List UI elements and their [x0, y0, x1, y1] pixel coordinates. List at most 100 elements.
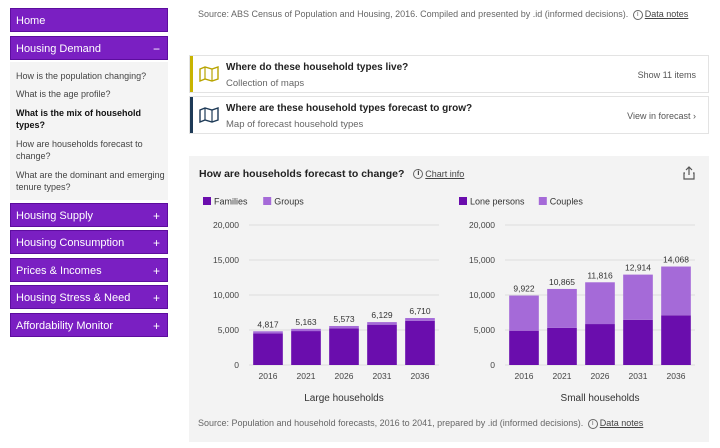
data-label: 12,914 — [625, 263, 651, 273]
nav-housing-stress[interactable]: Housing Stress & Need + — [10, 285, 168, 309]
bar-segment-groups[interactable] — [329, 325, 359, 329]
source-text: Source: Population and household forecas… — [198, 418, 584, 428]
housing-demand-subnav: How is the population changing? What is … — [10, 62, 168, 200]
show-items-link[interactable]: Show 11 items — [637, 70, 696, 80]
x-axis-label: Small households — [561, 393, 640, 404]
y-tick-label: 0 — [234, 360, 239, 370]
y-tick-label: 15,000 — [469, 255, 495, 265]
legend-label[interactable]: Lone persons — [470, 197, 525, 207]
bar-segment-groups[interactable] — [405, 318, 435, 321]
bar-segment-lone-persons[interactable] — [623, 319, 653, 365]
large-households-chart: Families Groups 0 5,000 10,000 15,000 20,000 4,… — [197, 189, 445, 407]
x-tick-label: 2026 — [591, 371, 610, 381]
bar-segment-couples[interactable] — [547, 288, 577, 328]
nav-housing-supply[interactable]: Housing Supply + — [10, 203, 168, 227]
sidebar: Home Housing Demand − How is the populati… — [0, 0, 178, 448]
x-tick-label: 2031 — [373, 371, 392, 381]
bar-segment-families[interactable] — [329, 328, 359, 365]
subnav-household-mix[interactable]: What is the mix of household types? — [16, 108, 142, 130]
bar-segment-couples[interactable] — [623, 274, 653, 320]
bar-segment-groups[interactable] — [253, 331, 283, 334]
card-accent — [190, 56, 193, 92]
nav-affordability-monitor[interactable]: Affordability Monitor + — [10, 313, 168, 337]
subnav-households-forecast[interactable]: How are households forecast to change? — [16, 139, 143, 161]
y-tick-label: 5,000 — [474, 325, 496, 335]
bottom-source: Source: Population and household forecas… — [198, 418, 643, 429]
collapse-icon: − — [152, 42, 160, 56]
data-notes-link[interactable]: Data notes — [644, 9, 689, 19]
chart-info-link[interactable]: Chart info — [425, 169, 465, 179]
x-tick-label: 2016 — [515, 371, 534, 381]
nav-label: Prices & Incomes — [16, 265, 102, 277]
card-subtitle: Collection of maps — [226, 78, 305, 89]
nav-housing-consumption[interactable]: Housing Consumption + — [10, 230, 168, 254]
bar-segment-families[interactable] — [367, 324, 397, 365]
x-tick-label: 2021 — [297, 371, 316, 381]
card-title: Where are these household types forecast… — [226, 103, 473, 114]
legend-swatch — [263, 197, 272, 205]
x-tick-label: 2031 — [629, 371, 648, 381]
subnav-tenure-types[interactable]: What are the dominant and emerging tenur… — [16, 170, 165, 192]
y-tick-label: 15,000 — [213, 255, 239, 265]
subnav-age-profile[interactable]: What is the age profile? — [16, 89, 111, 99]
legend-label[interactable]: Couples — [550, 197, 584, 207]
x-tick-label: 2036 — [411, 371, 430, 381]
main-content: Source: ABS Census of Population and Hou… — [178, 0, 720, 448]
bar-segment-groups[interactable] — [291, 328, 321, 332]
y-tick-label: 10,000 — [213, 290, 239, 300]
nav-home-label: Home — [16, 15, 46, 27]
nav-housing-demand-label: Housing Demand — [16, 43, 101, 55]
bar-segment-lone-persons[interactable] — [547, 327, 577, 365]
card-accent — [190, 97, 193, 133]
card-forecast-grow[interactable]: Where are these household types forecast… — [189, 96, 709, 134]
y-tick-label: 10,000 — [469, 290, 495, 300]
card-where-live[interactable]: Where do these household types live? Col… — [189, 55, 709, 93]
view-in-forecast-link[interactable]: View in forecast › — [627, 111, 696, 121]
info-icon: i — [587, 418, 598, 429]
y-tick-label: 20,000 — [213, 220, 239, 230]
bar-segment-lone-persons[interactable] — [509, 330, 539, 365]
x-tick-label: 2016 — [259, 371, 278, 381]
nav-label: Housing Stress & Need — [16, 292, 131, 304]
bar-segment-lone-persons[interactable] — [585, 324, 615, 365]
card-title: Where do these household types live? — [226, 62, 409, 73]
nav-label: Affordability Monitor — [16, 320, 114, 332]
card-subtitle: Map of forecast household types — [226, 119, 364, 130]
share-icon[interactable] — [683, 166, 695, 180]
bar-segment-families[interactable] — [405, 320, 435, 365]
y-tick-label: 5,000 — [218, 325, 240, 335]
source-text: Source: ABS Census of Population and Hou… — [198, 9, 629, 19]
nav-label: Housing Supply — [16, 210, 94, 222]
bar-segment-couples[interactable] — [509, 295, 539, 331]
bar-segment-groups[interactable] — [367, 322, 397, 325]
expand-icon: + — [152, 319, 160, 333]
map-icon — [199, 66, 219, 82]
data-label: 4,817 — [257, 319, 279, 329]
bar-segment-families[interactable] — [253, 333, 283, 365]
top-source: Source: ABS Census of Population and Hou… — [198, 9, 688, 20]
bar-segment-lone-persons[interactable] — [661, 315, 691, 365]
bar-segment-couples[interactable] — [585, 282, 615, 325]
expand-icon: + — [152, 291, 160, 305]
y-tick-label: 20,000 — [469, 220, 495, 230]
panel-title-text: How are households forecast to change? — [199, 168, 405, 180]
x-tick-label: 2036 — [667, 371, 686, 381]
bar-segment-families[interactable] — [291, 331, 321, 365]
data-label: 10,865 — [549, 277, 575, 287]
data-notes-link[interactable]: Data notes — [599, 418, 644, 428]
x-tick-label: 2026 — [335, 371, 354, 381]
bar-segment-couples[interactable] — [661, 266, 691, 316]
nav-housing-demand[interactable]: Housing Demand − — [10, 36, 168, 60]
expand-icon: + — [152, 264, 160, 278]
x-tick-label: 2021 — [553, 371, 572, 381]
legend-swatch — [538, 197, 547, 205]
info-icon: i — [632, 9, 643, 20]
nav-home[interactable]: Home — [10, 8, 168, 32]
expand-icon: + — [152, 236, 160, 250]
subnav-population-changing[interactable]: How is the population changing? — [16, 71, 147, 81]
legend-label[interactable]: Families — [214, 197, 248, 207]
data-label: 14,068 — [663, 255, 689, 265]
legend-label[interactable]: Groups — [274, 197, 304, 207]
x-axis-label: Large households — [304, 393, 384, 404]
nav-prices-incomes[interactable]: Prices & Incomes + — [10, 258, 168, 282]
